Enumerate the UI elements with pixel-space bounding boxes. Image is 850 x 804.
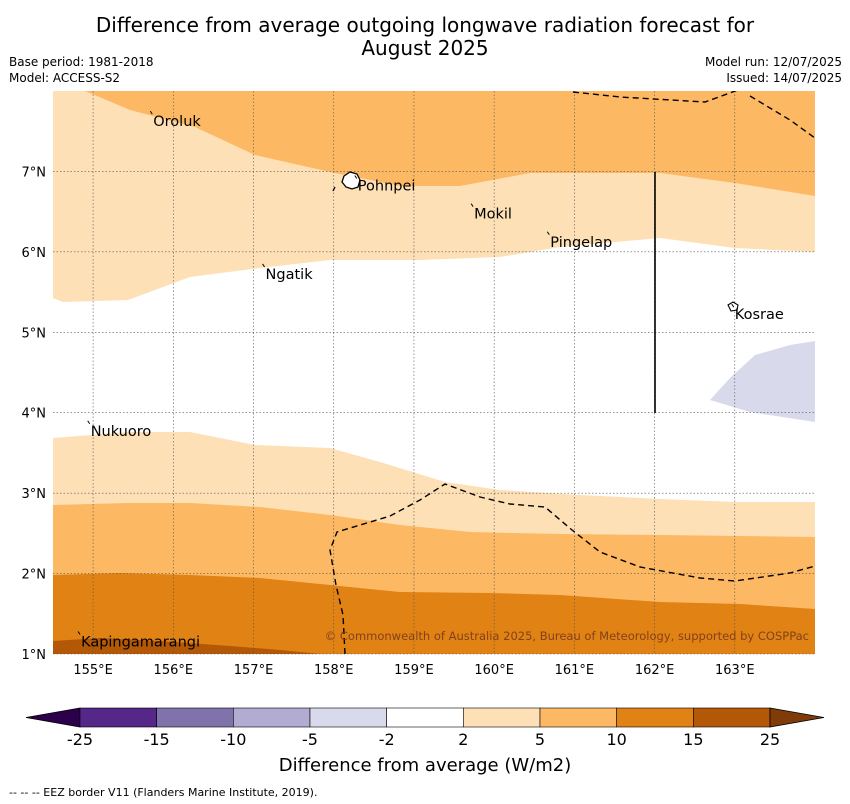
colorbar-tick-label: -10	[220, 730, 246, 749]
colorbar-bin	[539, 707, 617, 728]
pohnpei-islet	[332, 186, 336, 192]
place-label-pohnpei: Pohnpei	[358, 178, 416, 194]
base-period: Base period: 1981-2018	[9, 55, 154, 69]
eez-source-note: -- -- -- EEZ border V11 (Flanders Marine…	[9, 786, 318, 799]
colorbar-tick-label: -5	[302, 730, 318, 749]
colorbar-bin	[233, 707, 311, 728]
lon-tick-label: 160°E	[474, 663, 514, 678]
place-label-pingelap: Pingelap	[550, 235, 612, 251]
lon-tick-label: 159°E	[394, 663, 434, 678]
band-south-10-15	[53, 573, 815, 654]
lat-tick-label: 2°N	[22, 568, 47, 583]
colorbar-extend-low	[25, 707, 81, 728]
colorbar-tick-label: -15	[144, 730, 170, 749]
lon-tick-label: 163°E	[715, 663, 755, 678]
eez-border-north	[572, 91, 815, 139]
colorbar-tick-label: -25	[67, 730, 93, 749]
copyright-credit: © Commonwealth of Australia 2025, Bureau…	[325, 629, 809, 643]
lat-tick-label: 6°N	[22, 246, 47, 261]
lat-tick-label: 5°N	[22, 326, 47, 341]
colorbar-extend-high	[769, 707, 825, 728]
colorbar-tick-label: 10	[606, 730, 626, 749]
colorbar-tick-label: 5	[535, 730, 545, 749]
colorbar-tick-label: -2	[379, 730, 395, 749]
graticule	[53, 91, 815, 655]
place-marker	[731, 303, 735, 308]
place-label-kosrae: Kosrae	[735, 307, 784, 323]
lon-tick-label: 155°E	[73, 663, 113, 678]
lon-tick-label: 156°E	[154, 663, 194, 678]
eez-border-lines	[329, 91, 815, 654]
model-name: Model: ACCESS-S2	[9, 71, 121, 85]
place-marker	[546, 231, 550, 236]
model-run: Model run: 12/07/2025	[704, 55, 842, 69]
place-marker	[262, 263, 265, 268]
place-marker	[470, 203, 474, 207]
ocean-fill-layer	[53, 91, 815, 654]
lon-tick-label: 158°E	[314, 663, 354, 678]
colorbar-bin	[463, 707, 541, 728]
colorbar-tick-label: 15	[683, 730, 703, 749]
band-neg-2-5	[710, 341, 815, 422]
lat-tick-label: 3°N	[22, 487, 47, 502]
colorbar-bin	[309, 707, 387, 728]
colorbar-tick-label: 2	[458, 730, 468, 749]
place-label-oroluk: Oroluk	[153, 114, 201, 130]
band-north-5-10	[53, 91, 815, 196]
lat-tick-label: 4°N	[22, 407, 47, 422]
band-south-15-25	[53, 638, 320, 654]
place-labels: Oroluk Pohnpei Mokil Pingelap Ngatik Kosrae Nu…	[77, 110, 784, 651]
meta-right: Model run: 12/07/2025 Issued: 14/07/2025	[705, 54, 842, 86]
place-label-kapingamarangi: Kapingamarangi	[81, 635, 200, 651]
lat-tick-label: 1°N	[22, 648, 47, 663]
colorbar-tick-label: 25	[760, 730, 780, 749]
colorbar-bin	[79, 707, 157, 728]
place-label-mokil: Mokil	[474, 207, 512, 223]
title-line-1: Difference from average outgoing longwav…	[95, 13, 755, 37]
place-label-nukuoro: Nukuoro	[91, 424, 152, 440]
place-marker	[77, 631, 81, 635]
issued-date: Issued: 14/07/2025	[726, 71, 842, 85]
lon-tick-label: 162°E	[635, 663, 675, 678]
colorbar-tick-labels: -25 -15 -10 -5 -2 2 5 10 15 25	[67, 730, 780, 749]
meta-left: Base period: 1981-2018 Model: ACCESS-S2	[9, 54, 154, 86]
lat-tick-label: 7°N	[22, 165, 47, 180]
axis-tick-labels: 155°E 156°E 157°E 158°E 159°E 160°E 161°E 162°E…	[22, 165, 755, 678]
colorbar-bin	[693, 707, 771, 728]
colorbar-bin	[386, 707, 464, 728]
map-panel: Oroluk Pohnpei Mokil Pingelap Ngatik Kosrae Nu…	[22, 91, 815, 678]
title-line-2: August 2025	[361, 36, 489, 60]
place-label-ngatik: Ngatik	[266, 267, 314, 283]
colorbar-bin	[156, 707, 234, 728]
chart-title: Difference from average outgoing longwav…	[0, 14, 850, 60]
colorbar-title: Difference from average (W/m2)	[278, 755, 572, 776]
place-marker	[149, 110, 153, 115]
lon-tick-label: 161°E	[555, 663, 595, 678]
place-marker	[87, 420, 91, 425]
place-marker	[354, 175, 358, 179]
lon-tick-label: 157°E	[234, 663, 274, 678]
colorbar-bins	[25, 707, 825, 728]
colorbar-bin	[616, 707, 694, 728]
